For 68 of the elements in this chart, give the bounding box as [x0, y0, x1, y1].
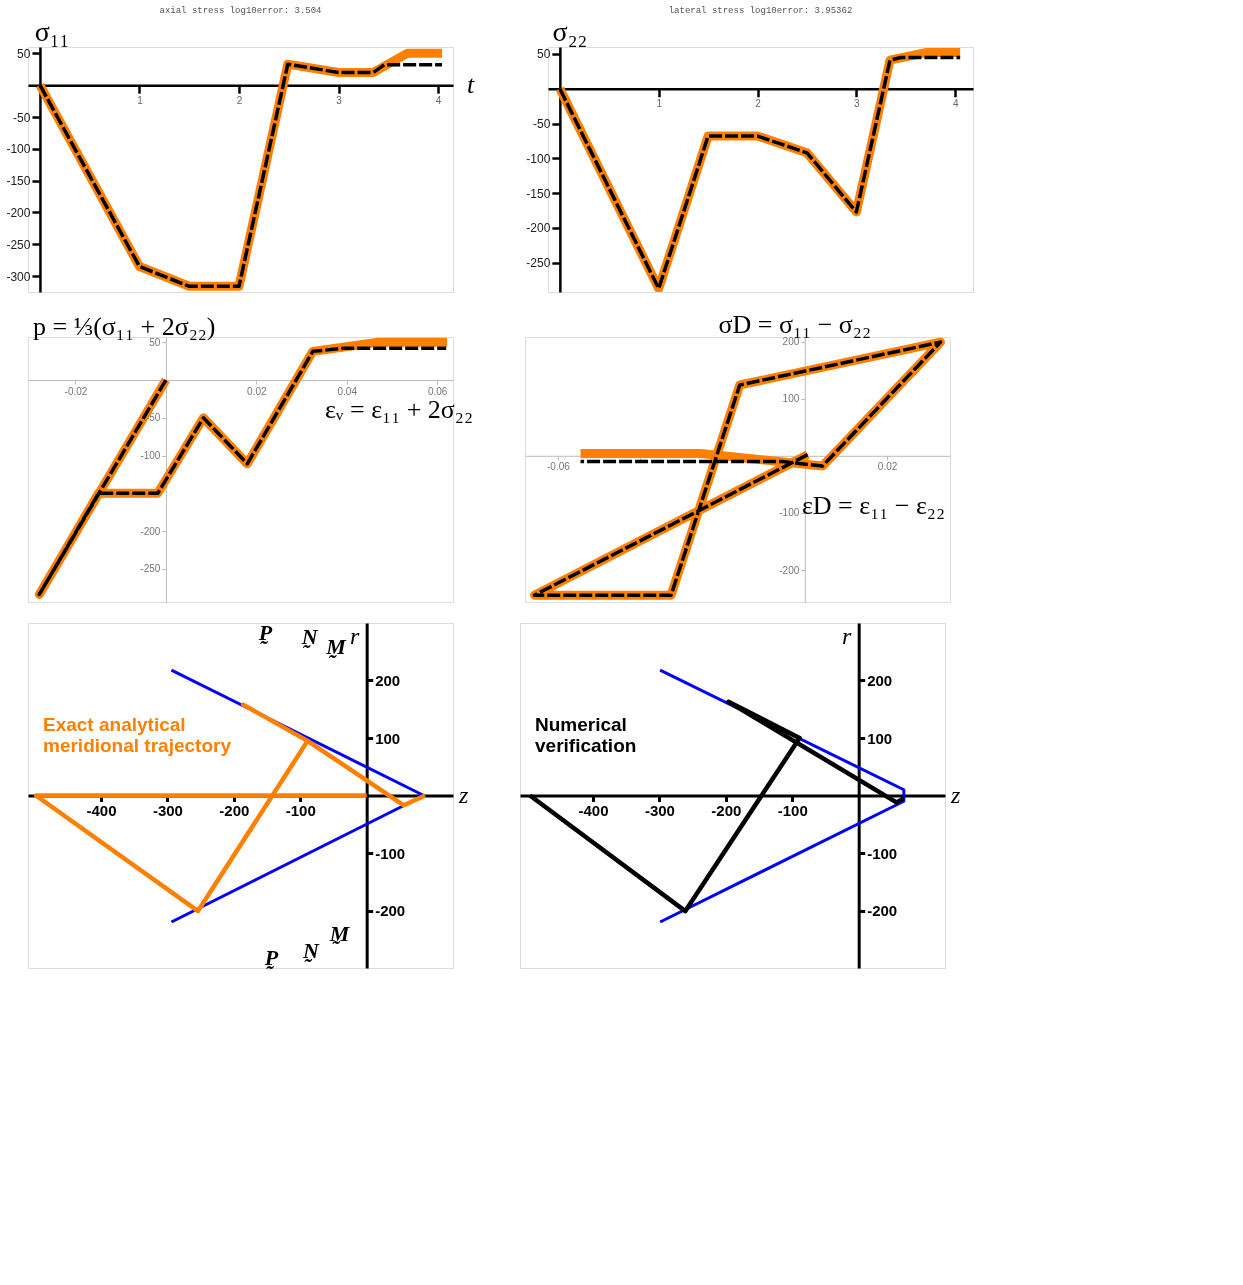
x-axis-title: εᵥ = ε₁₁ + 2σ₂₂ [324, 395, 473, 425]
x-tick-label: 4 [952, 98, 959, 110]
y-axis-title: σD = σ₁₁ − σ₂₂ [718, 310, 871, 339]
annotation: M̰ [325, 634, 348, 660]
annotation: P̰ [263, 944, 279, 970]
x-tick-label: 1 [656, 98, 663, 110]
y-tick-label: -300 [6, 269, 31, 284]
x-tick-label: -100 [285, 802, 316, 819]
annotation: Exact analytical meridional trajectory [43, 713, 232, 757]
x-tick-label: 1 [137, 94, 144, 106]
y-tick-label: -100 [867, 844, 898, 862]
x-tick-label: 0.02 [247, 385, 267, 397]
annotation: N̰ [302, 937, 321, 963]
x-tick-label: 4 [435, 94, 442, 106]
y-tick-label: -200 [526, 221, 551, 236]
x-tick-label: 3 [336, 94, 343, 106]
y-axis-title: σ₂₂ [552, 16, 588, 47]
x-tick-label: -0.06 [547, 461, 571, 473]
x-tick-label: -300 [644, 802, 675, 819]
annotation: P̰ [257, 620, 273, 646]
y-tick-label: -50 [533, 117, 551, 132]
y-tick-label: 200 [782, 336, 800, 348]
y-axis-title: r [350, 623, 360, 649]
y-tick-label: -100 [375, 844, 406, 862]
x-tick-label: 3 [854, 98, 861, 110]
x-tick-label: 0.04 [337, 385, 358, 397]
y-tick-label: -200 [140, 525, 161, 537]
y-tick-label: -100 [140, 450, 161, 462]
x-tick-label: 0.06 [427, 385, 448, 397]
y-tick-label: 100 [867, 729, 893, 747]
x-tick-label: 2 [236, 94, 243, 106]
x-tick-label: -200 [711, 802, 742, 819]
x-tick-label: 0.02 [877, 461, 898, 473]
annotation: M̰ [328, 920, 351, 946]
chart-title: axial stress log10error: 3.504 [159, 6, 322, 16]
y-tick-label: 100 [375, 729, 401, 747]
annotation: N̰ [300, 623, 319, 649]
y-tick-label: -100 [6, 142, 31, 157]
y-tick-label: -200 [867, 902, 898, 919]
y-tick-label: -250 [526, 256, 551, 271]
y-tick-label: 100 [782, 393, 800, 405]
x-axis-title: t [467, 70, 475, 100]
y-axis-title: σ₁₁ [34, 16, 70, 47]
y-tick-label: -250 [140, 563, 161, 575]
y-tick-label: -150 [6, 174, 31, 189]
y-tick-label: 50 [17, 46, 31, 61]
y-tick-label: 50 [537, 47, 551, 62]
y-tick-label: -200 [779, 564, 800, 576]
y-tick-label: -100 [526, 151, 551, 166]
x-tick-label: -400 [86, 802, 117, 819]
annotation: Numerical verification [535, 713, 637, 757]
y-tick-label: -250 [6, 237, 31, 252]
y-tick-label: 200 [375, 672, 401, 689]
chart-title: lateral stress log10error: 3.95362 [668, 6, 853, 16]
y-tick-label: -50 [13, 110, 31, 125]
x-axis-title: εD = ε₁₁ − ε₂₂ [801, 490, 945, 520]
x-axis-title: z [950, 781, 961, 808]
y-tick-label: -100 [779, 507, 800, 519]
y-tick-label: -200 [6, 205, 31, 220]
x-axis-title: z [458, 781, 469, 808]
y-axis-title: r [842, 623, 852, 649]
x-tick-label: 2 [755, 98, 762, 110]
y-tick-label: 200 [867, 672, 893, 689]
x-tick-label: -400 [578, 802, 609, 819]
x-tick-label: -0.02 [64, 385, 88, 397]
y-tick-label: -200 [375, 902, 406, 919]
y-tick-label: -150 [526, 186, 551, 201]
x-tick-label: -200 [219, 802, 250, 819]
